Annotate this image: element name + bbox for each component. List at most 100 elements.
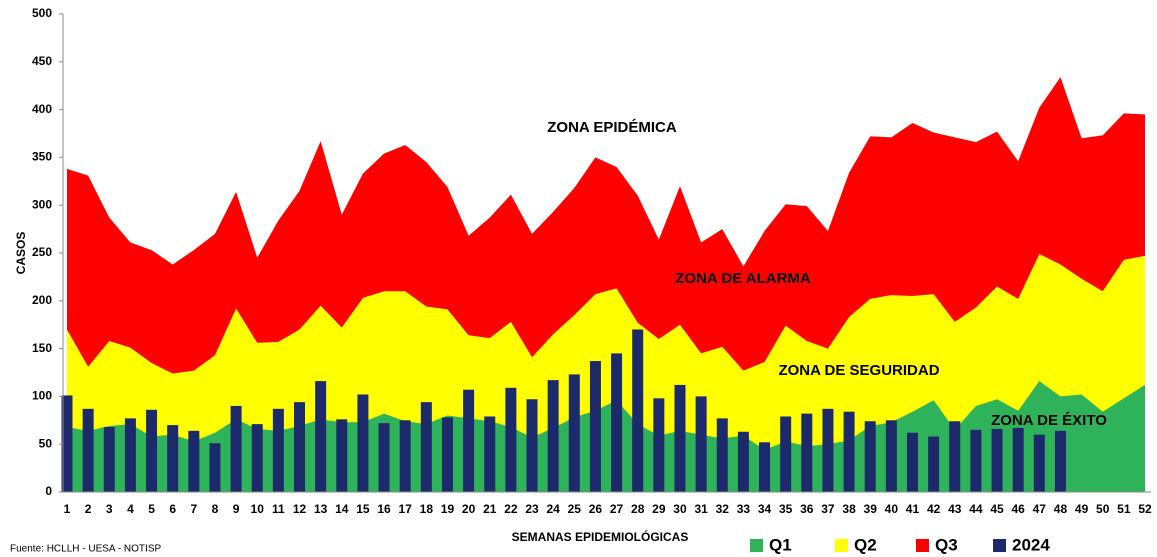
legend-label: Q2	[854, 535, 877, 554]
x-tick-label: 21	[483, 502, 497, 516]
x-tick-label: 32	[716, 502, 730, 516]
x-tick-label: 4	[127, 502, 134, 516]
y-tick-label: 150	[32, 341, 52, 355]
y-tick-label: 200	[32, 293, 52, 307]
bar	[230, 405, 242, 492]
x-tick-label: 18	[420, 502, 434, 516]
source-note: Fuente: HCLLH - UESA - NOTISP	[10, 544, 161, 555]
legend-swatch	[750, 539, 763, 552]
x-tick-label: 36	[800, 502, 814, 516]
bar	[970, 429, 982, 492]
x-tick-label: 1	[64, 502, 71, 516]
x-tick-label: 25	[568, 502, 582, 516]
y-tick-label: 400	[32, 102, 52, 116]
bar	[378, 423, 390, 492]
x-tick-label: 37	[821, 502, 835, 516]
zone-label: ZONA DE ÉXITO	[991, 412, 1107, 429]
x-tick-label: 24	[546, 502, 560, 516]
y-tick-label: 100	[32, 389, 52, 403]
x-tick-label: 6	[169, 502, 176, 516]
x-tick-label: 45	[990, 502, 1004, 516]
x-axis-label: SEMANAS EPIDEMIOLÓGICAS	[512, 529, 689, 544]
bar	[124, 418, 136, 492]
legend-swatch	[916, 539, 929, 552]
x-tick-label: 15	[356, 502, 370, 516]
y-axis-label: CASOS	[14, 232, 28, 275]
x-tick-label: 40	[885, 502, 899, 516]
x-tick-label: 47	[1033, 502, 1047, 516]
bar	[399, 420, 411, 492]
bar	[420, 402, 432, 492]
bar	[822, 408, 834, 492]
x-tick-label: 42	[927, 502, 941, 516]
bar	[357, 394, 369, 492]
y-tick-label: 500	[32, 6, 52, 20]
y-tick-label: 450	[32, 54, 52, 68]
x-tick-label: 51	[1117, 502, 1131, 516]
x-tick-label: 43	[948, 502, 962, 516]
bar	[674, 384, 686, 492]
bar	[188, 430, 200, 492]
bar	[1033, 434, 1045, 492]
bar	[315, 381, 327, 492]
x-tick-label: 2	[85, 502, 92, 516]
y-tick-label: 250	[32, 245, 52, 259]
bar	[441, 417, 453, 492]
bar	[167, 425, 179, 492]
legend-label: Q1	[769, 535, 792, 554]
x-tick-label: 13	[314, 502, 328, 516]
bar	[484, 416, 496, 492]
x-tick-label: 35	[779, 502, 793, 516]
bar	[251, 424, 263, 492]
x-tick-label: 27	[610, 502, 624, 516]
bar	[103, 426, 115, 492]
x-tick-label: 52	[1138, 502, 1152, 516]
zone-label: ZONA DE SEGURIDAD	[778, 362, 939, 379]
x-tick-label: 33	[737, 502, 751, 516]
bar	[928, 436, 940, 492]
legend-label: 2024	[1012, 535, 1050, 554]
bar	[568, 374, 580, 492]
bar	[780, 416, 792, 492]
x-tick-label: 39	[864, 502, 878, 516]
bar	[1054, 430, 1066, 492]
bar	[82, 408, 94, 492]
x-tick-label: 9	[233, 502, 240, 516]
bar	[759, 442, 771, 492]
x-tick-label: 14	[335, 502, 349, 516]
x-tick-label: 20	[462, 502, 476, 516]
bar	[801, 413, 813, 492]
legend-label: Q3	[935, 535, 958, 554]
bar	[632, 329, 644, 492]
y-tick-label: 50	[39, 436, 53, 450]
bar	[463, 389, 475, 492]
x-tick-label: 41	[906, 502, 920, 516]
bar	[209, 443, 221, 492]
x-tick-label: 26	[589, 502, 603, 516]
x-tick-label: 38	[842, 502, 856, 516]
x-tick-label: 44	[969, 502, 983, 516]
x-tick-label: 19	[441, 502, 455, 516]
bar	[843, 411, 855, 492]
x-tick-label: 5	[148, 502, 155, 516]
x-tick-label: 10	[251, 502, 265, 516]
bar	[737, 431, 749, 492]
bar	[61, 395, 73, 492]
x-tick-label: 12	[293, 502, 307, 516]
x-tick-label: 16	[377, 502, 391, 516]
bar	[653, 398, 665, 492]
y-tick-label: 300	[32, 197, 52, 211]
x-tick-label: 34	[758, 502, 772, 516]
bar	[272, 408, 284, 492]
x-tick-label: 22	[504, 502, 518, 516]
bar	[294, 402, 306, 492]
x-tick-label: 17	[399, 502, 413, 516]
x-tick-label: 46	[1011, 502, 1025, 516]
bar	[906, 432, 918, 492]
bar	[991, 428, 1003, 492]
zone-label: ZONA EPIDÉMICA	[547, 119, 677, 136]
legend-swatch	[835, 539, 848, 552]
bar	[505, 387, 517, 492]
bar	[885, 420, 897, 492]
